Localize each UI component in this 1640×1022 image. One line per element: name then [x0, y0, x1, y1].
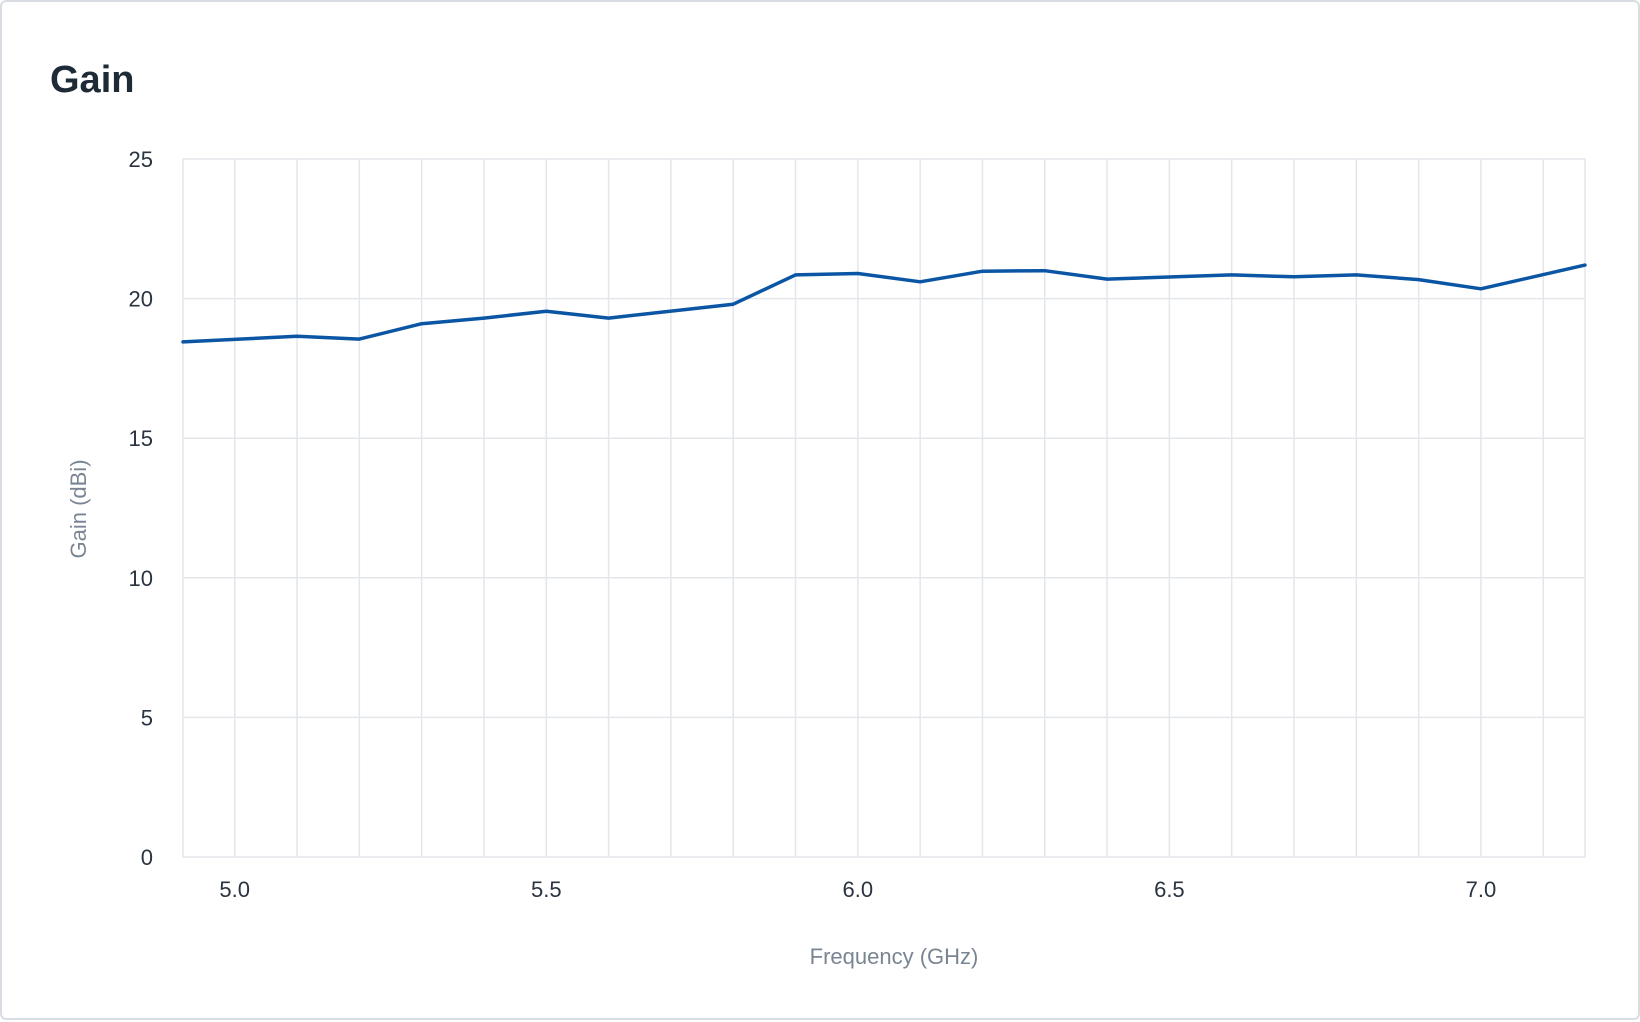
x-axis-title: Frequency (GHz)	[810, 944, 979, 969]
y-axis-ticks: 0 5 10 15 20 25	[129, 147, 153, 870]
series-line-gain	[181, 263, 1587, 344]
x-tick-label: 5.0	[219, 877, 250, 902]
x-tick-label: 7.0	[1466, 877, 1497, 902]
grid	[182, 158, 1586, 858]
y-axis-title: Gain (dBi)	[66, 459, 91, 558]
series-layer	[181, 263, 1587, 344]
x-tick-label: 6.0	[843, 877, 874, 902]
y-tick-label: 0	[141, 845, 153, 870]
x-tick-label: 5.5	[531, 877, 562, 902]
x-axis-ticks: 5.0 5.5 6.0 6.5 7.0	[219, 877, 1496, 902]
y-tick-label: 10	[129, 566, 153, 591]
y-tick-label: 25	[129, 147, 153, 172]
y-tick-label: 15	[129, 426, 153, 451]
y-tick-label: 5	[141, 705, 153, 730]
chart-title: Gain	[50, 59, 135, 101]
y-tick-label: 20	[129, 287, 153, 312]
x-tick-label: 6.5	[1154, 877, 1185, 902]
